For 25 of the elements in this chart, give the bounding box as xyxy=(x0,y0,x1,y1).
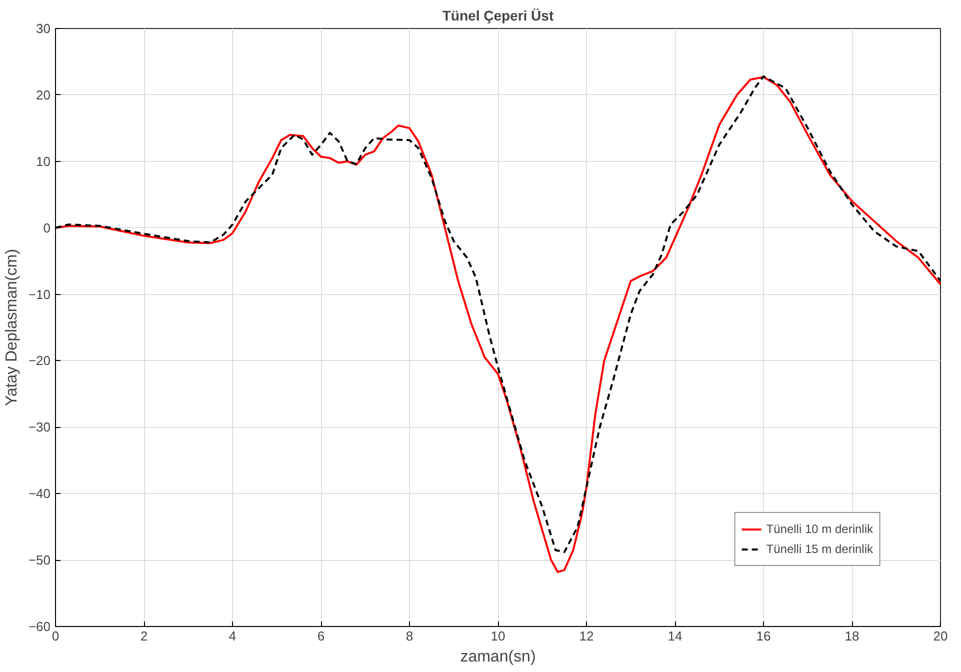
x-tick-label: 14 xyxy=(668,628,682,644)
chart-title: Tünel Çeperi Üst xyxy=(442,8,554,24)
legend-label: Tünelli 15 m derinlik xyxy=(766,542,873,556)
x-tick-label: 2 xyxy=(140,628,148,644)
y-tick-label: −60 xyxy=(28,619,51,634)
y-tick-label: 10 xyxy=(36,154,51,169)
y-tick-label: 0 xyxy=(43,220,51,236)
x-axis-title: zaman(sn) xyxy=(460,648,536,666)
y-tick-label: 30 xyxy=(36,21,51,36)
y-axis-title: Yatay Deplasman(cm) xyxy=(3,248,20,406)
y-tick-label: −40 xyxy=(28,486,51,502)
x-tick-label: 12 xyxy=(579,628,594,644)
y-tick-label: 20 xyxy=(36,87,51,102)
x-tick-label: 16 xyxy=(756,628,771,644)
x-tick-label: 18 xyxy=(844,628,860,644)
x-tick-label: 4 xyxy=(228,628,236,644)
legend-label: Tünelli 10 m derinlik xyxy=(766,522,873,536)
y-tick-label: −20 xyxy=(28,353,51,368)
y-tick-label: −10 xyxy=(28,286,51,302)
x-tick-label: 8 xyxy=(406,628,414,644)
x-tick-label: 6 xyxy=(317,628,325,644)
x-tick-label: 20 xyxy=(933,628,948,644)
y-tick-label: −50 xyxy=(28,552,51,568)
x-tick-label: 10 xyxy=(490,628,506,644)
y-tick-label: −30 xyxy=(28,420,51,435)
